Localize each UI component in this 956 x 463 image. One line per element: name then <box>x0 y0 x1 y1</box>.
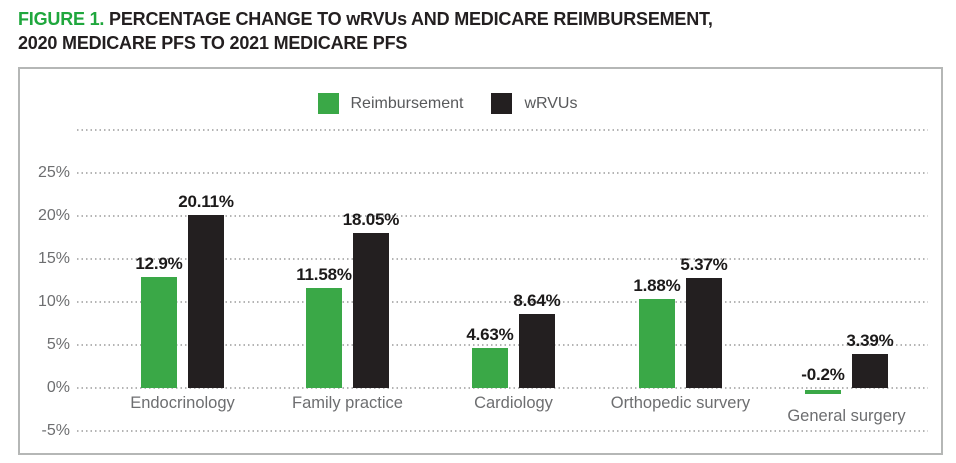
y-tick-label-0: 0% <box>46 379 70 396</box>
y-tick-label-5: 5% <box>46 336 70 353</box>
bar-wrvus-cardiology <box>519 313 555 388</box>
category-label-endocrinology: Endocrinology <box>130 394 235 412</box>
value-label-wrvus-general-surgery: 3.39% <box>846 331 894 351</box>
gridline-15 <box>77 258 928 260</box>
value-label-wrvus-cardiology: 8.64% <box>513 290 561 310</box>
figure-title-line2: 2020 MEDICARE PFS TO 2021 MEDICARE PFS <box>18 33 408 53</box>
y-tick-label--5: -5% <box>41 422 70 439</box>
legend-item-wrvus: wRVUs <box>491 93 577 114</box>
gridline--5 <box>77 430 928 432</box>
legend-label-reimbursement: Reimbursement <box>350 94 464 112</box>
category-label-general-surgery: General surgery <box>787 407 906 425</box>
value-label-reimbursement-cardiology: 4.63% <box>466 325 514 345</box>
bar-reimbursement-endocrinology <box>141 277 177 388</box>
legend-swatch-wrvus-icon <box>491 93 513 114</box>
y-tick-label-20: 20% <box>37 207 70 224</box>
category-label-family-practice: Family practice <box>292 394 403 412</box>
y-tick-label-10: 10% <box>37 293 70 310</box>
legend-label-wrvus: wRVUs <box>524 94 578 112</box>
value-label-wrvus-orthopedic-survery: 5.37% <box>680 254 728 274</box>
gridline-10 <box>77 301 928 303</box>
plot-region: 25% 20% 15% 10% 5% 0% -5% 12.9% 20.11% Endocrinol… <box>20 69 941 453</box>
bar-wrvus-family-practice <box>353 232 389 388</box>
figure-title-line1: FIGURE 1. PERCENTAGE CHANGE TO wRVUs AND… <box>18 7 713 31</box>
gridline-25 <box>77 172 928 174</box>
chart-area: Reimbursement wRVUs 25% 20% 15% 10% 5% 0% -5% 1… <box>18 67 943 455</box>
gridline-0 <box>77 387 928 389</box>
bar-wrvus-endocrinology <box>188 215 224 388</box>
figure-title: FIGURE 1. PERCENTAGE CHANGE TO wRVUs AND… <box>18 7 713 55</box>
bar-reimbursement-general-surgery <box>805 390 841 394</box>
category-label-orthopedic-survery: Orthopedic survery <box>610 394 751 412</box>
bar-reimbursement-cardiology <box>472 348 508 388</box>
bar-wrvus-orthopedic-survery <box>686 277 722 388</box>
gridline-5 <box>77 344 928 346</box>
y-tick-label-15: 15% <box>37 250 70 267</box>
legend-item-reimbursement: Reimbursement <box>317 93 464 114</box>
gridline-30 <box>77 129 928 131</box>
value-label-reimbursement-family-practice: 11.58% <box>296 265 352 285</box>
y-tick-label-25: 25% <box>37 164 70 181</box>
value-label-wrvus-endocrinology: 20.11% <box>178 192 234 212</box>
figure-title-line1-text: PERCENTAGE CHANGE TO wRVUs AND MEDICARE … <box>109 9 713 29</box>
legend-swatch-reimbursement-icon <box>317 93 339 114</box>
bar-reimbursement-orthopedic-survery <box>639 299 675 388</box>
gridline-20 <box>77 215 928 217</box>
value-label-reimbursement-endocrinology: 12.9% <box>135 254 183 274</box>
figure-label: FIGURE 1. <box>18 9 105 29</box>
chart-legend: Reimbursement wRVUs <box>20 93 875 114</box>
bar-reimbursement-family-practice <box>306 288 342 388</box>
category-label-cardiology: Cardiology <box>474 394 553 412</box>
value-label-wrvus-family-practice: 18.05% <box>342 209 400 229</box>
value-label-reimbursement-orthopedic-survery: 1.88% <box>633 276 681 296</box>
bar-wrvus-general-surgery <box>852 354 888 388</box>
value-label-reimbursement-general-surgery: -0.2% <box>801 365 845 384</box>
